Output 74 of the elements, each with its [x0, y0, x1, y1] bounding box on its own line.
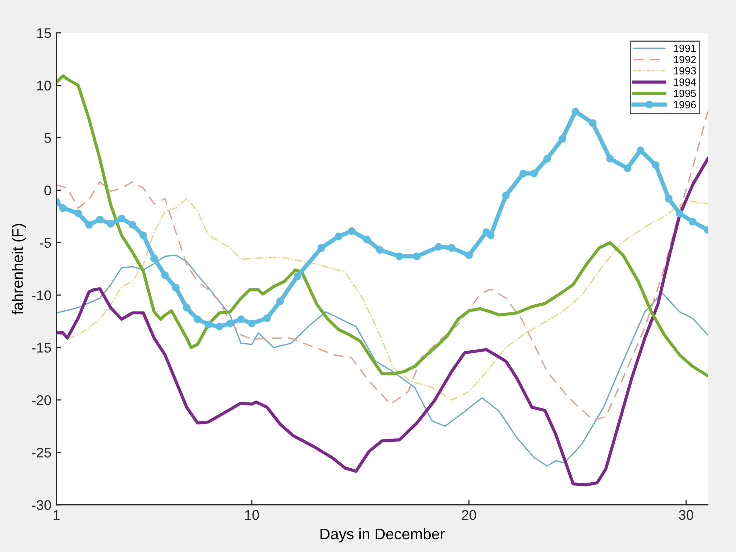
- point: [59, 204, 68, 212]
- line-series: [56, 108, 708, 331]
- point: [448, 244, 456, 252]
- point: [226, 320, 234, 328]
- point: [85, 221, 94, 229]
- point: [572, 108, 580, 116]
- point: [624, 164, 632, 172]
- point: [465, 252, 474, 260]
- point: [544, 155, 552, 163]
- legend-label: 1996: [674, 101, 696, 109]
- legend-label: 1993: [674, 67, 696, 75]
- point: [216, 322, 224, 331]
- point: [172, 284, 180, 292]
- point: [294, 272, 302, 280]
- point: [263, 314, 272, 322]
- y-tick-label: -30: [32, 500, 52, 510]
- y-tick-label: 15: [37, 28, 52, 38]
- point: [520, 170, 528, 178]
- x-tick-label: 10: [245, 510, 260, 520]
- point: [118, 214, 126, 223]
- point: [128, 221, 136, 229]
- point: [636, 146, 645, 154]
- point: [676, 210, 684, 218]
- point: [237, 316, 246, 324]
- x-tick-label: 1: [54, 510, 60, 520]
- y-axis-title: fahrenheit (F): [12, 224, 26, 315]
- point: [652, 161, 660, 170]
- point: [183, 304, 191, 312]
- point: [434, 243, 443, 251]
- y-tick-label: 10: [37, 80, 52, 91]
- point: [140, 232, 148, 240]
- y-tick-label: -15: [32, 343, 52, 353]
- point: [589, 119, 597, 128]
- point: [276, 298, 284, 306]
- legend-label: 1994: [674, 78, 696, 86]
- x-tick-label: 20: [462, 510, 476, 520]
- point: [335, 232, 343, 240]
- point: [363, 236, 371, 244]
- point: [96, 216, 104, 224]
- x-axis-title: Days in December: [320, 528, 445, 543]
- point: [348, 228, 356, 236]
- point: [107, 220, 115, 228]
- point: [248, 320, 256, 328]
- point: [558, 135, 566, 143]
- y-tick-label: -20: [32, 396, 52, 406]
- x-tick-label: 30: [679, 510, 694, 520]
- y-tick-label: 0: [44, 186, 52, 196]
- legend-label: 1992: [674, 56, 696, 64]
- y-tick-label: -5: [40, 238, 52, 248]
- line-series: [56, 198, 708, 401]
- point: [502, 192, 510, 200]
- point: [482, 228, 490, 236]
- line-series: [56, 111, 708, 421]
- y-tick-label: -10: [32, 290, 52, 300]
- point: [530, 170, 538, 178]
- point: [376, 246, 384, 254]
- y-tick-label: 5: [44, 133, 52, 144]
- point: [74, 210, 82, 218]
- point: [396, 252, 404, 260]
- point: [665, 195, 673, 203]
- point: [689, 218, 697, 226]
- point: [161, 272, 170, 280]
- point: [150, 254, 158, 262]
- point: [194, 316, 202, 324]
- line-series: [56, 74, 708, 378]
- y-tick-label: -25: [32, 448, 52, 458]
- point: [318, 244, 326, 252]
- line-series: [56, 254, 708, 467]
- point: [606, 155, 614, 163]
- point: [413, 252, 421, 260]
- point: [204, 320, 212, 329]
- line-series: [56, 157, 708, 487]
- legend-label: 1995: [674, 90, 696, 98]
- legend-label: 1991: [674, 44, 696, 52]
